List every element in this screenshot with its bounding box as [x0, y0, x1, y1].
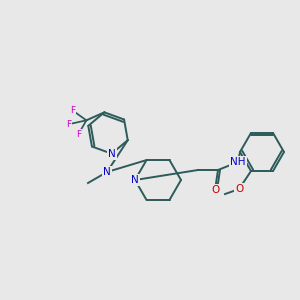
- Text: O: O: [211, 185, 219, 195]
- Text: F: F: [76, 130, 81, 139]
- Text: O: O: [235, 184, 243, 194]
- Text: N: N: [103, 167, 111, 177]
- Text: F: F: [66, 120, 71, 129]
- Text: N: N: [131, 175, 139, 185]
- Text: F: F: [70, 106, 75, 115]
- Text: NH: NH: [230, 157, 246, 167]
- Text: N: N: [108, 149, 116, 159]
